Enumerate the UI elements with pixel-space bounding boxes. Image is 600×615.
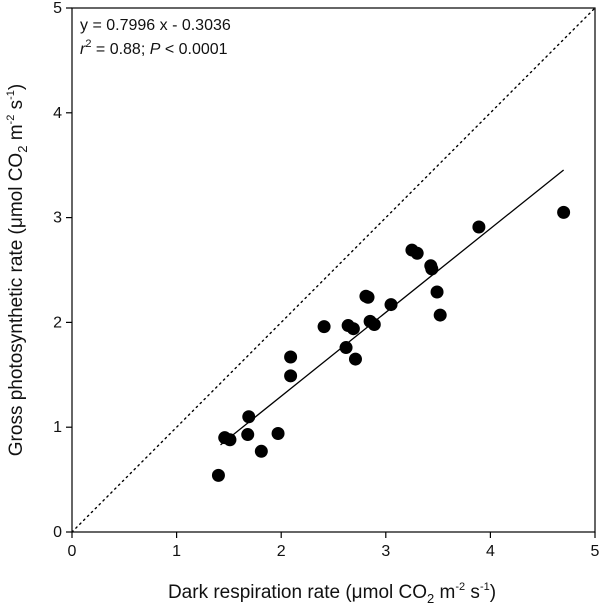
plot-border bbox=[71, 7, 596, 533]
y-axis-title: Gross photosynthetic rate (μmol CO2 m-2 … bbox=[5, 84, 30, 456]
data-point bbox=[472, 220, 486, 234]
p-value: < 0.0001 bbox=[160, 41, 227, 58]
p-label: P bbox=[150, 41, 161, 58]
data-point bbox=[348, 352, 362, 366]
data-point bbox=[384, 298, 398, 312]
data-point bbox=[254, 444, 268, 458]
x-title-subscript: 2 bbox=[427, 591, 434, 606]
data-point bbox=[361, 290, 375, 304]
x-tick-label: 4 bbox=[486, 543, 495, 560]
data-point bbox=[211, 468, 225, 482]
x-axis-ticks: 0 1 2 3 4 5 bbox=[68, 532, 600, 560]
r-label: r bbox=[80, 41, 86, 58]
y-title-suffix: ) bbox=[6, 84, 27, 90]
y-title-sup1: -2 bbox=[5, 115, 17, 125]
y-title-sup2: -1 bbox=[5, 90, 17, 100]
data-point bbox=[557, 205, 571, 219]
data-point bbox=[410, 246, 424, 260]
data-point bbox=[242, 410, 256, 424]
r-value: = 0.88; bbox=[91, 41, 149, 58]
data-point bbox=[367, 317, 381, 331]
x-tick-label: 2 bbox=[277, 543, 286, 560]
y-title-mid2: s bbox=[6, 100, 27, 115]
x-title-mid1: m bbox=[434, 582, 455, 603]
x-title-prefix: Dark respiration rate (μmol CO bbox=[168, 582, 427, 603]
data-point bbox=[346, 322, 360, 336]
x-title-sup2: -1 bbox=[480, 581, 490, 593]
data-point bbox=[317, 320, 331, 334]
y-tick-label: 1 bbox=[53, 419, 62, 436]
x-title-sup1: -2 bbox=[455, 581, 465, 593]
reference-line-layer bbox=[71, 7, 596, 533]
data-points bbox=[211, 205, 571, 482]
regression-equation: y = 0.7996 x - 0.3036 bbox=[80, 17, 231, 34]
data-point bbox=[339, 341, 353, 355]
data-point bbox=[284, 369, 298, 383]
fit-statistics: r2 = 0.88; P < 0.0001 bbox=[80, 38, 228, 58]
y-tick-label: 4 bbox=[53, 105, 62, 122]
x-title-suffix: ) bbox=[490, 582, 496, 603]
data-point bbox=[433, 308, 447, 322]
x-tick-label: 1 bbox=[172, 543, 181, 560]
data-point bbox=[430, 285, 444, 299]
y-tick-label: 3 bbox=[53, 210, 62, 227]
x-tick-label: 3 bbox=[381, 543, 390, 560]
data-point bbox=[284, 350, 298, 364]
one-to-one-reference-line bbox=[71, 7, 596, 533]
r-superscript: 2 bbox=[85, 38, 91, 50]
data-point bbox=[241, 428, 255, 442]
y-title-subscript: 2 bbox=[15, 146, 30, 153]
x-tick-label: 0 bbox=[68, 543, 77, 560]
x-title-mid2: s bbox=[465, 582, 480, 603]
y-axis-ticks: 0 1 2 3 4 5 bbox=[53, 0, 72, 541]
plot-area bbox=[71, 7, 596, 533]
y-tick-label: 0 bbox=[53, 524, 62, 541]
y-title-mid1: m bbox=[6, 124, 27, 145]
x-axis-title: Dark respiration rate (μmol CO2 m-2 s-1) bbox=[168, 581, 496, 606]
y-tick-label: 5 bbox=[53, 0, 62, 17]
x-tick-label: 5 bbox=[591, 543, 600, 560]
y-tick-label: 2 bbox=[53, 314, 62, 331]
data-point bbox=[425, 262, 439, 276]
y-title-prefix: Gross photosynthetic rate (μmol CO bbox=[6, 153, 27, 456]
data-point bbox=[271, 426, 285, 440]
data-point bbox=[223, 433, 237, 447]
